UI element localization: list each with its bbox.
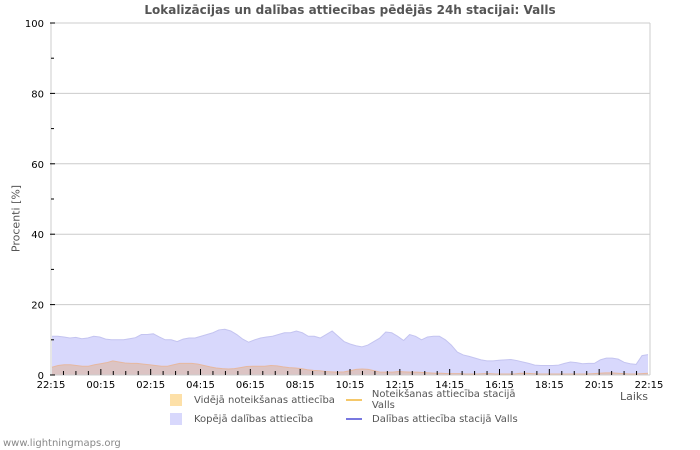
y-tick-label: 80 — [31, 89, 44, 100]
chart-title: Lokalizācijas un dalības attiecības pēdē… — [144, 3, 556, 17]
x-tick-label: 02:15 — [136, 380, 165, 391]
x-tick-label: 20:15 — [585, 380, 614, 391]
legend-line-station-detection — [346, 399, 362, 401]
x-tick-label: 08:15 — [286, 380, 315, 391]
y-axis-ticks: 0 20 40 60 80 100 — [25, 19, 55, 382]
plot-area: 0 20 40 60 80 100 22:15 00:15 02:15 04:15 06:15 08… — [25, 19, 664, 391]
grid-lines — [51, 22, 650, 306]
y-tick-label: 20 — [31, 301, 44, 312]
y-tick-label: 0 — [38, 371, 44, 382]
x-tick-label: 00:15 — [86, 380, 115, 391]
legend-swatch-total-participation — [170, 413, 182, 425]
x-tick-label: 06:15 — [236, 380, 265, 391]
y-tick-label: 60 — [31, 160, 44, 171]
x-tick-label: 18:15 — [535, 380, 564, 391]
data-areas — [51, 328, 649, 375]
legend-label: Noteikšanas attiecība stacijā Valls — [371, 389, 516, 411]
x-axis-label: Laiks — [619, 390, 648, 403]
area-outline-0 — [52, 328, 649, 366]
legend-label: Vidējā noteikšanas attiecība — [194, 394, 335, 406]
x-tick-label: 22:15 — [635, 380, 664, 391]
x-tick-label: 10:15 — [336, 380, 365, 391]
legend-line-station-participation — [346, 418, 362, 420]
legend-item-station-participation: Dalības attiecība stacijā Valls — [346, 411, 518, 427]
y-tick-label: 100 — [25, 19, 44, 30]
x-tick-label: 22:15 — [37, 380, 66, 391]
footer-credit: www.lightningmaps.org — [3, 438, 121, 449]
legend-label: Dalības attiecība stacijā Valls — [372, 413, 518, 425]
legend-swatch-avg-detection — [170, 394, 182, 406]
x-tick-label: 12:15 — [385, 380, 414, 391]
x-tick-label: 04:15 — [186, 380, 215, 391]
y-tick-label: 40 — [31, 230, 44, 241]
legend-label: Kopējā dalības attiecība — [194, 413, 314, 425]
legend-item-station-detection: Noteikšanas attiecība stacijā Valls — [346, 389, 540, 411]
legend: Vidējā noteikšanas attiecība Noteikšanas… — [170, 389, 540, 428]
x-tick-label: 14:15 — [435, 380, 464, 391]
legend-item-avg-detection: Vidējā noteikšanas attiecība — [170, 392, 335, 408]
area-0 — [52, 329, 648, 375]
x-tick-label: 16:15 — [485, 380, 514, 391]
x-axis-ticks: 22:15 00:15 02:15 04:15 06:15 08:15 10:15 12:15… — [37, 369, 664, 391]
legend-item-total-participation: Kopējā dalības attiecība — [170, 411, 313, 427]
axes — [50, 22, 651, 376]
